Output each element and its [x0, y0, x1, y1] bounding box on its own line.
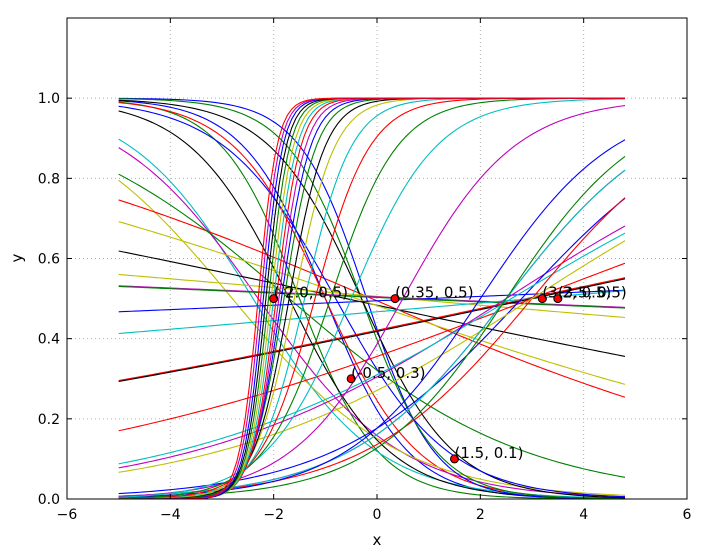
y-tick-label: 1.0	[38, 91, 60, 107]
series-line-16	[118, 273, 626, 319]
x-tick-label: −2	[263, 507, 284, 523]
curves	[118, 97, 626, 500]
series-line-8	[118, 97, 626, 500]
series-line-17	[118, 285, 626, 308]
series-line-11	[118, 99, 626, 499]
series-line-24	[118, 225, 626, 469]
y-tick-label: 0.8	[38, 171, 60, 187]
data-point-label: (0.35, 0.5)	[395, 284, 474, 302]
series-line-10	[118, 199, 626, 398]
series-line-30	[118, 169, 626, 497]
y-tick-label: 0.0	[38, 492, 60, 508]
x-tick-label: 4	[579, 507, 588, 523]
data-points: (-2.0, 0.5) (0.35, 0.5) (3.2, 0.5)(3.5, 0.…	[269, 284, 627, 464]
series-line-34	[118, 98, 626, 498]
data-point-label: (-0.5, 0.3)	[351, 364, 425, 382]
data-point	[346, 374, 356, 384]
series-line-35	[118, 97, 626, 499]
series-line-12	[118, 105, 626, 498]
x-axis-title: x	[373, 531, 382, 549]
x-tick-label: 2	[476, 507, 485, 523]
data-point-label: (3.5, 0.5)	[558, 284, 627, 302]
series-line-9	[118, 98, 626, 500]
series-line-18	[118, 289, 626, 313]
y-axis-title: y	[8, 253, 26, 262]
y-tick-label: 0.4	[38, 332, 60, 348]
series-line-33	[118, 105, 626, 498]
series-line-2	[118, 101, 626, 500]
series-line-50	[118, 97, 625, 500]
y-tick-label: 0.2	[38, 412, 60, 428]
series-line-26	[118, 232, 626, 465]
data-point	[450, 454, 459, 464]
data-point	[553, 294, 563, 304]
data-point-label: (-2.0, 0.5)	[274, 284, 348, 302]
series-line-25	[118, 197, 626, 495]
x-tick-label: −6	[57, 507, 78, 523]
data-point	[269, 294, 279, 304]
series-line-13	[118, 173, 626, 478]
y-tick-label: 0.6	[38, 252, 60, 268]
x-tick-label: 0	[373, 507, 382, 523]
x-tick-label: −4	[160, 507, 181, 523]
data-point-label: (1.5, 0.1)	[455, 444, 524, 462]
x-tick-label: 6	[683, 507, 692, 523]
data-point	[537, 294, 547, 304]
series-line-19	[118, 285, 626, 309]
series-line-15	[118, 221, 626, 385]
series-line-28	[118, 240, 626, 473]
data-point	[390, 294, 400, 304]
ticks: −6 −4 −2 0 2 4 6 0.0 0.2 0.4 0.6 0.8 1.0	[38, 18, 692, 523]
